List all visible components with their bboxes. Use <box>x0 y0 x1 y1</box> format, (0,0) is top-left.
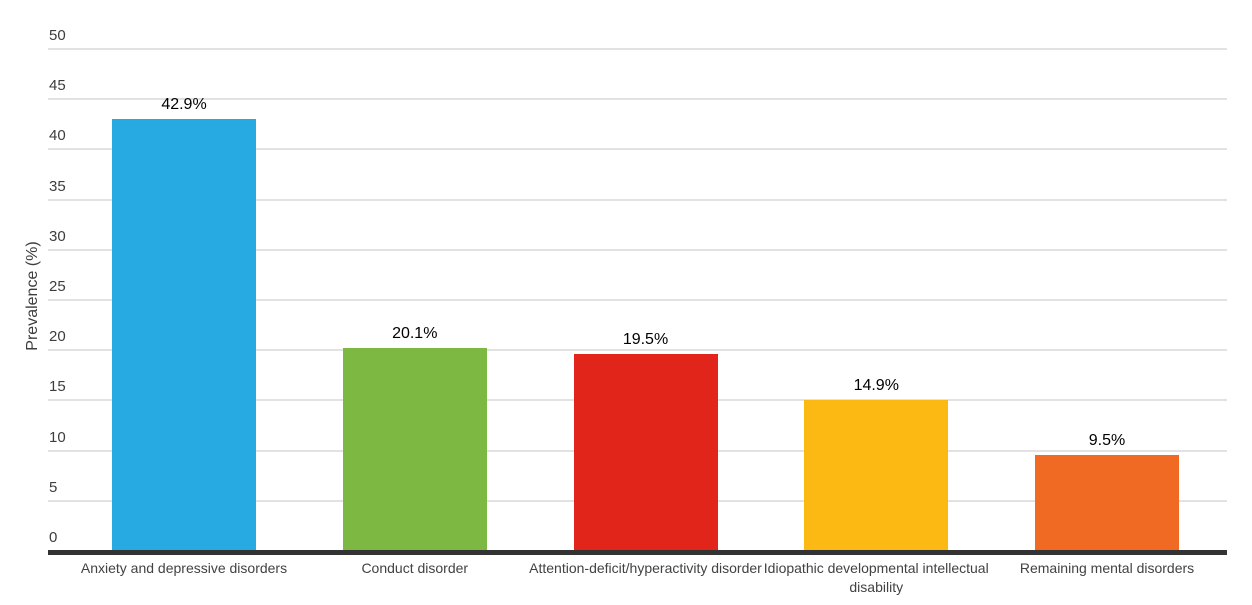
bar-value-label: 42.9% <box>161 96 207 114</box>
y-tick-label: 40 <box>49 127 66 145</box>
bar <box>573 354 718 550</box>
bar-value-label: 14.9% <box>853 377 899 395</box>
bar-value-label: 9.5% <box>1088 431 1126 449</box>
bar <box>112 119 256 550</box>
gridline <box>48 148 1227 151</box>
x-axis-line <box>48 550 1227 555</box>
x-tick-label: Conduct disorder <box>361 560 469 576</box>
bar <box>342 348 487 550</box>
y-tick-label: 25 <box>49 278 66 295</box>
x-tick-label: Idiopathic developmental intellectual di… <box>763 560 989 595</box>
x-tick-label: Anxiety and depressive disorders <box>80 560 288 576</box>
gridline <box>48 299 1227 301</box>
y-tick-label: 35 <box>49 177 66 195</box>
gridline <box>48 98 1227 101</box>
y-tick-label: 5 <box>49 478 58 496</box>
y-tick-label: 45 <box>49 77 66 95</box>
bar-value-label: 19.5% <box>622 331 669 349</box>
x-tick-label: Attention-deficit/hyperactivity disorder <box>529 560 762 576</box>
y-tick-label: 50 <box>49 27 66 44</box>
y-tick-label: 20 <box>49 328 66 346</box>
gridline <box>48 248 1227 251</box>
gridline <box>48 48 1227 50</box>
y-tick-label: 15 <box>49 378 66 396</box>
x-tick-label: Remaining mental disorders <box>1019 560 1195 576</box>
gridline <box>48 198 1227 201</box>
y-tick-label: 0 <box>49 529 58 546</box>
y-tick-label: 30 <box>49 227 66 245</box>
gridline <box>48 349 1227 352</box>
y-tick-label: 10 <box>49 428 66 446</box>
bar <box>1035 454 1179 550</box>
bar <box>804 400 949 550</box>
bar-value-label: 20.1% <box>392 325 438 343</box>
